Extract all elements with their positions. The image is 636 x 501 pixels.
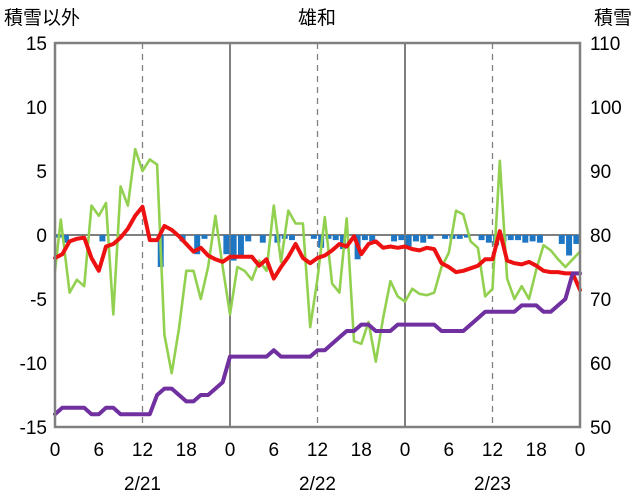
left-tick-label: -15 — [20, 418, 47, 439]
precipitation-bar — [259, 235, 266, 243]
precipitation-bar — [529, 235, 536, 242]
temperature-line — [53, 204, 582, 292]
x-tick-label: 12 — [307, 440, 328, 461]
x-tick-label: 18 — [351, 440, 372, 461]
date-labels: 2/21 2/22 2/23 — [124, 474, 511, 495]
right-tick-label: 100 — [590, 98, 622, 119]
date-label: 2/21 — [124, 474, 161, 495]
precipitation-bar — [194, 235, 201, 255]
snow-depth-line — [53, 271, 582, 417]
x-axis-ticks: 0 6 12 18 0 6 12 18 0 6 12 18 0 — [50, 440, 586, 461]
x-tick-label: 6 — [93, 440, 104, 461]
precipitation-bar — [427, 235, 434, 239]
precipitation-bar — [463, 235, 470, 238]
precipitation-bar — [288, 235, 295, 241]
x-tick-label: 18 — [176, 440, 197, 461]
precipitation-bar — [456, 235, 463, 239]
x-tick-label: 18 — [526, 440, 547, 461]
precipitation-bar — [485, 235, 492, 243]
precipitation-bar — [398, 235, 405, 241]
right-tick-label: 90 — [590, 162, 611, 183]
precipitation-bar — [405, 235, 412, 247]
precipitation-bar — [391, 235, 398, 242]
x-tick-label: 6 — [268, 440, 279, 461]
precipitation-bar — [442, 235, 449, 239]
precipitation-bar — [201, 235, 208, 239]
precipitation-bar — [566, 235, 573, 256]
precipitation-bar — [310, 235, 317, 239]
left-axis-ticks: 15 10 5 0 -5 -10 -15 — [20, 34, 47, 439]
precipitation-bar — [99, 235, 106, 242]
left-tick-label: 15 — [26, 34, 47, 55]
x-tick-label: 0 — [575, 440, 586, 461]
right-tick-label: 70 — [590, 290, 611, 311]
precipitation-bar — [522, 235, 529, 243]
date-label: 2/23 — [474, 474, 511, 495]
right-tick-label: 50 — [590, 418, 611, 439]
date-label: 2/22 — [299, 474, 336, 495]
precipitation-bar — [340, 235, 347, 250]
precipitation-bar — [245, 235, 252, 242]
precipitation-bar — [412, 235, 419, 242]
left-tick-label: -5 — [30, 290, 47, 311]
precipitation-bar — [332, 235, 339, 241]
precipitation-bar — [369, 235, 376, 242]
x-tick-label: 0 — [225, 440, 236, 461]
left-axis-label: 積雪以外 — [4, 7, 80, 29]
x-tick-label: 0 — [400, 440, 411, 461]
left-tick-label: 10 — [26, 98, 47, 119]
right-axis-label: 積雪 — [594, 7, 632, 29]
precipitation-bar — [230, 235, 237, 261]
precipitation-bar — [420, 235, 427, 243]
right-tick-label: 80 — [590, 226, 611, 247]
chart-title: 雄和 — [298, 7, 336, 29]
precipitation-bar — [325, 235, 332, 239]
left-tick-label: 5 — [36, 162, 47, 183]
x-tick-label: 0 — [50, 440, 61, 461]
right-tick-label: 110 — [590, 34, 620, 55]
left-tick-label: 0 — [36, 226, 47, 247]
x-tick-label: 12 — [132, 440, 153, 461]
precipitation-bar — [536, 235, 543, 243]
daily-range-line — [53, 147, 582, 375]
precipitation-bar — [361, 235, 368, 241]
precipitation-bar — [478, 235, 485, 241]
precipitation-bar — [237, 235, 244, 256]
precipitation-bar — [558, 235, 565, 244]
plot-frame — [53, 41, 582, 429]
precipitation-bar — [62, 235, 69, 243]
precipitation-bar — [223, 235, 230, 255]
x-tick-label: 6 — [443, 440, 454, 461]
x-tick-label: 12 — [482, 440, 503, 461]
precipitation-bar — [515, 235, 522, 241]
precipitation-bar — [507, 235, 514, 241]
right-tick-label: 60 — [590, 354, 611, 375]
left-tick-label: -10 — [20, 354, 47, 375]
precipitation-bar — [573, 235, 580, 244]
data-lines — [53, 147, 582, 417]
right-axis-ticks: 110 100 90 80 70 60 50 — [590, 34, 622, 439]
